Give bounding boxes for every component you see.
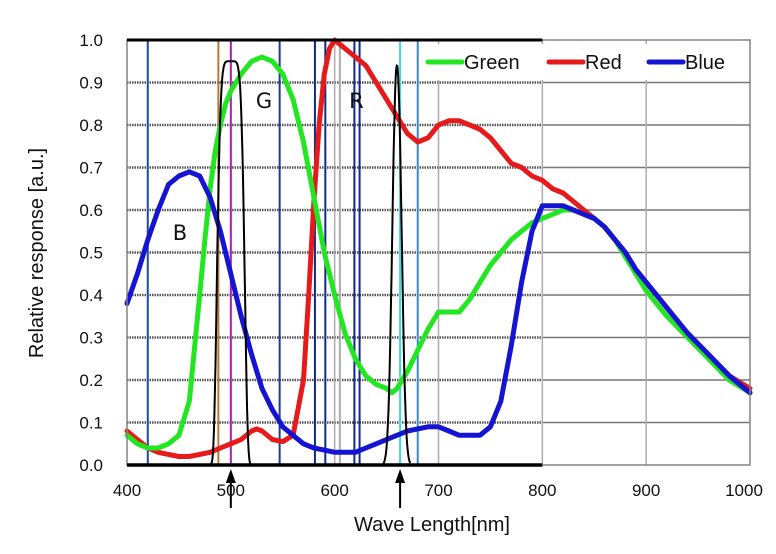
arrow-head xyxy=(395,469,406,483)
legend-label-red: Red xyxy=(585,52,622,74)
y-tick-label: 0.5 xyxy=(79,244,103,263)
x-tick-label: 700 xyxy=(424,481,452,500)
legend-label-blue: Blue xyxy=(685,52,725,74)
arrow-head xyxy=(225,469,236,483)
annotation-b: B xyxy=(173,221,187,245)
y-tick-label: 0.8 xyxy=(79,116,103,135)
x-tick-label: 1000 xyxy=(725,481,763,500)
y-tick-label: 0.4 xyxy=(79,286,103,305)
plot-frame xyxy=(126,38,751,467)
x-tick-label: 800 xyxy=(528,481,556,500)
y-axis-label: Relative response [a.u.] xyxy=(26,148,48,358)
x-tick-label: 400 xyxy=(113,481,141,500)
x-tick-label: 600 xyxy=(320,481,348,500)
y-tick-label: 0.0 xyxy=(79,456,103,475)
legend: Green Red Blue xyxy=(425,44,743,80)
curve-annotations: G R B xyxy=(173,89,364,245)
y-tick-label: 0.2 xyxy=(79,371,103,390)
legend-label-green: Green xyxy=(464,52,520,74)
y-tick-label: 1.0 xyxy=(79,31,103,50)
x-tick-labels: 400 500 600 700 800 900 1000 xyxy=(113,481,763,500)
y-tick-label: 0.6 xyxy=(79,201,103,220)
y-tick-label: 0.1 xyxy=(79,414,103,433)
x-tick-label: 900 xyxy=(632,481,660,500)
y-tick-labels: 0.0 0.1 0.2 0.3 0.4 0.5 0.6 0.7 0.8 0.9 1.0 xyxy=(79,31,103,475)
y-tick-label: 0.3 xyxy=(79,329,103,348)
x-axis-label: Wave Length[nm] xyxy=(354,514,510,536)
marker-lines xyxy=(146,40,419,465)
series-lines xyxy=(124,37,753,459)
wavelength-arrows xyxy=(225,469,406,508)
series-blue xyxy=(124,169,753,455)
annotation-r: R xyxy=(349,89,364,113)
filter-660 xyxy=(382,64,412,465)
annotation-g: G xyxy=(256,89,272,113)
y-tick-label: 0.7 xyxy=(79,159,103,178)
y-tick-label: 0.9 xyxy=(79,74,103,93)
